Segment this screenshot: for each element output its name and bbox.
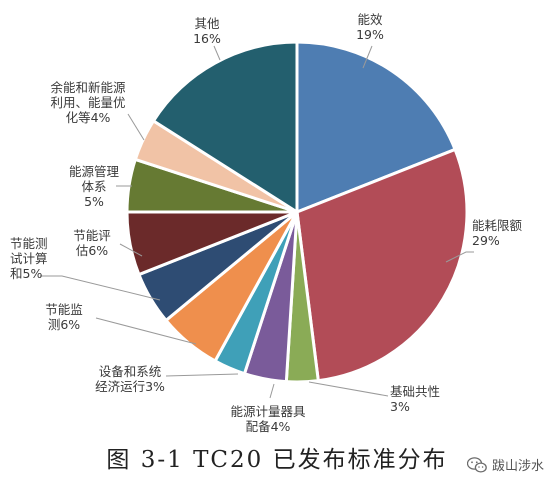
figure-caption: 图 3-1 TC20 已发布标准分布: [106, 447, 448, 473]
leader-line: [445, 251, 474, 263]
slice-label: 能源计量器具配备4%: [230, 404, 306, 434]
watermark: 跋山涉水: [466, 455, 544, 474]
leader-line: [40, 275, 161, 301]
slice-label: 余能和新能源利用、能量优化等4%: [50, 80, 126, 125]
slice-label: 节能评估6%: [73, 228, 111, 258]
pie-slice: [295, 147, 469, 383]
slice-label: 节能测试计算和5%: [10, 236, 48, 281]
pie-slice: [295, 40, 458, 215]
leader-line: [362, 45, 373, 69]
leader-line: [165, 373, 239, 377]
leader-line: [308, 381, 389, 397]
slice-label: 节能监测6%: [45, 302, 83, 332]
leader-line: [95, 317, 197, 345]
pie-chart: 能效 19% 能耗限额 29% 基础共性 3% 能源计量器具配备4% 设备和系统经济运行3% 节…: [10, 12, 523, 434]
leader-line: [269, 383, 275, 399]
leader-line: [119, 243, 143, 257]
pie-slice: [151, 40, 299, 215]
wechat-icon: [466, 456, 487, 473]
slice-label: 能耗限额 29%: [472, 218, 523, 248]
slice-label: 设备和系统经济运行3%: [95, 364, 165, 394]
slice-label: 基础共性 3%: [390, 384, 440, 414]
slice-label: 能源管理体系 5%: [69, 164, 120, 209]
leader-line: [127, 113, 145, 141]
watermark-text: 跋山涉水: [491, 459, 544, 474]
leader-line: [213, 45, 221, 61]
slice-label: 其他 16%: [193, 16, 221, 46]
slice-label: 能效 19%: [356, 12, 384, 42]
